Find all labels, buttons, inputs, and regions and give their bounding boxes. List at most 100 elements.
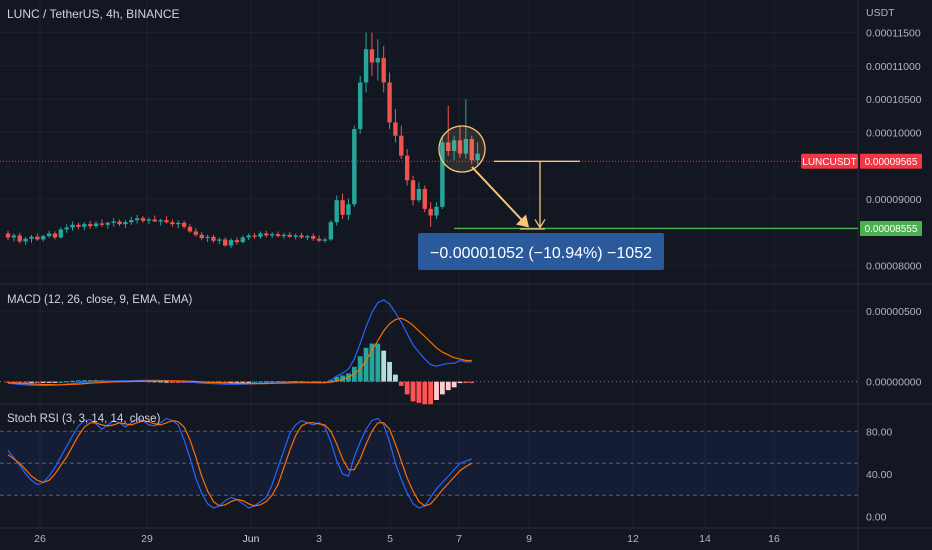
candle-body — [252, 235, 257, 237]
candle-body — [293, 235, 298, 237]
macd-histogram-bar — [234, 381, 240, 383]
candle-body — [334, 200, 339, 223]
candle-body — [111, 221, 116, 223]
macd-tick-label: 0.00000500 — [866, 306, 922, 318]
candle-body — [117, 221, 122, 225]
candle-body — [23, 238, 28, 242]
macd-histogram-bar — [369, 343, 375, 382]
time-tick-label: 29 — [141, 533, 153, 545]
last-price-label — [860, 153, 922, 169]
macd-histogram-bar — [404, 381, 410, 395]
measure-box[interactable] — [418, 233, 664, 270]
currency-label: USDT — [866, 7, 895, 19]
last-price-tag: LUNCUSDT 0.00009565 — [801, 153, 922, 169]
candle-body — [146, 219, 152, 221]
macd-histogram-bar — [40, 381, 46, 383]
macd-histogram-bar — [434, 381, 439, 400]
candle-body — [422, 188, 427, 209]
candle-body — [87, 224, 93, 227]
macd-histogram-bar — [416, 381, 422, 403]
candle-body — [164, 220, 169, 223]
macd-histogram-bar — [64, 381, 70, 383]
candle-body — [234, 240, 240, 243]
candle-body — [58, 229, 64, 238]
trend-arrow-line — [471, 166, 528, 227]
price-tick-label: 0.00010500 — [866, 94, 922, 106]
candle-body — [76, 224, 81, 227]
candle-body — [358, 82, 363, 130]
candle-body — [187, 226, 193, 232]
macd-histogram-bar — [428, 381, 434, 405]
candle-body — [205, 236, 210, 239]
candle-body — [299, 235, 304, 238]
candle-body — [305, 236, 310, 238]
candle-body — [46, 233, 52, 237]
stoch-axis[interactable]: 80.00 40.00 0.00 — [866, 426, 892, 523]
candle-body — [140, 218, 146, 221]
candle-body — [369, 49, 375, 63]
price-axis[interactable]: 0.00011500 0.00011000 0.00010500 0.00010000… — [866, 28, 922, 273]
candle-body — [152, 219, 157, 222]
candle-body — [311, 236, 316, 239]
macd-histogram-bar — [240, 381, 246, 383]
candle-body — [158, 220, 163, 222]
candle-body — [287, 234, 292, 237]
target-price-text: 0.00008555 — [865, 224, 918, 235]
candle-body — [434, 206, 439, 216]
candle-body — [375, 57, 381, 63]
time-tick-label: 26 — [34, 533, 46, 545]
time-axis[interactable]: 26 29 Jun 3 5 7 9 12 14 16 — [34, 533, 780, 545]
macd-histogram-bar — [152, 381, 158, 383]
macd-histogram-bar — [275, 381, 281, 383]
signal-line — [7, 317, 472, 386]
candle-body — [258, 233, 263, 237]
macd-histogram-bar — [228, 381, 234, 383]
candle-body — [352, 129, 357, 205]
candle-body — [416, 188, 422, 201]
candles — [5, 32, 480, 249]
stoch-tick-label: 80.00 — [866, 426, 892, 438]
macd-histogram-bar — [5, 381, 11, 383]
candle-body — [29, 236, 34, 239]
candle-body — [469, 139, 474, 161]
macd-axis[interactable]: 0.00000500 0.00000000 — [866, 306, 922, 389]
macd-histogram-bar — [281, 381, 287, 383]
highlight-circle — [438, 125, 486, 173]
macd-histogram-bar — [17, 381, 23, 383]
macd-histogram-bar — [469, 381, 475, 384]
candle-body — [264, 233, 269, 236]
candle-body — [393, 122, 398, 136]
candle-body — [246, 235, 251, 238]
macd-histogram-bar — [457, 381, 463, 384]
time-tick-label: 7 — [456, 533, 462, 545]
candle-body — [199, 234, 204, 239]
stoch-title: Stoch RSI (3, 3, 14, 14, close) — [7, 413, 161, 425]
candle-body — [64, 227, 69, 230]
candle-body — [363, 49, 369, 83]
candle-body — [52, 233, 58, 238]
candle-body — [269, 234, 275, 236]
candle-body — [240, 237, 245, 243]
macd-histogram-bar — [463, 381, 469, 384]
stoch-tick-label: 40.00 — [866, 469, 892, 481]
candle-body — [457, 140, 463, 154]
macd-line — [7, 299, 472, 387]
macd-histogram-bar — [23, 381, 29, 383]
candle-body — [275, 234, 281, 237]
measure-text: −0.00001052 (−10.94%) −1052 — [430, 245, 652, 262]
candle-body — [181, 222, 187, 227]
macd-histogram-bar — [52, 381, 58, 383]
macd-histogram-bar — [451, 381, 457, 388]
candle-body — [193, 231, 199, 235]
macd-histogram-bar — [263, 381, 269, 383]
macd-histogram-bar — [398, 381, 404, 386]
annotation — [438, 125, 580, 230]
candle-body — [410, 180, 416, 201]
macd-histogram-bar — [46, 381, 52, 383]
time-tick-label: 9 — [526, 533, 532, 545]
candle-body — [170, 222, 175, 225]
candle-body — [105, 222, 110, 225]
price-tick-label: 0.00009000 — [866, 194, 922, 206]
candle-body — [176, 222, 181, 225]
